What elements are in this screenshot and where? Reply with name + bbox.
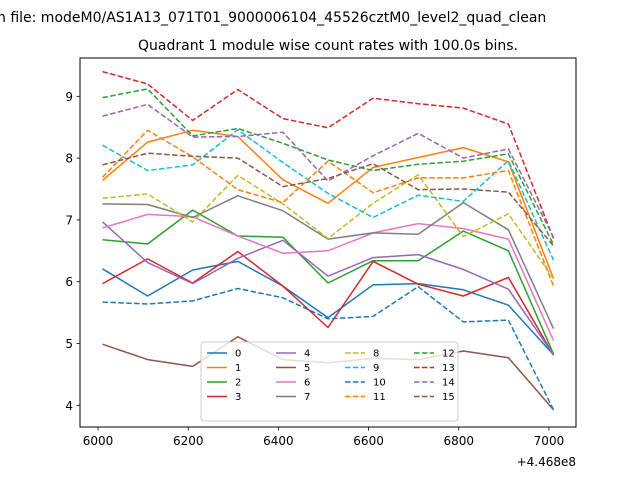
series-line-1 bbox=[102, 129, 555, 279]
x-tick-label: 6400 bbox=[263, 434, 294, 448]
series-line-11 bbox=[101, 129, 555, 287]
legend-label: 15 bbox=[442, 392, 455, 403]
series-line-6 bbox=[102, 213, 555, 341]
series-line-3 bbox=[102, 250, 555, 356]
series-line-10 bbox=[102, 285, 555, 411]
legend-label: 12 bbox=[442, 349, 455, 360]
plot-frame bbox=[79, 57, 577, 428]
x-axis-offset-label: +4.468e8 bbox=[517, 455, 576, 469]
legend-label: 13 bbox=[442, 363, 455, 374]
legend-label: 9 bbox=[373, 363, 379, 374]
legend-label: 6 bbox=[304, 378, 310, 389]
series-line-8 bbox=[102, 174, 555, 280]
legend-label: 3 bbox=[235, 392, 241, 403]
x-axis: 6000 6200 6400 6600 6800 7000 bbox=[83, 427, 564, 448]
legend-label: 7 bbox=[304, 392, 310, 403]
legend-label: 0 bbox=[235, 349, 241, 360]
y-tick-label: 7 bbox=[65, 213, 73, 227]
series-line-9 bbox=[102, 128, 555, 261]
legend-label: 8 bbox=[373, 349, 379, 360]
legend-box bbox=[200, 341, 459, 422]
series-line-0 bbox=[102, 260, 555, 356]
x-tick-label: 7000 bbox=[534, 434, 565, 448]
series-line-12 bbox=[102, 88, 555, 246]
figure-suptitle: n file: modeM0/AS1A13_071T01_9000006104_… bbox=[0, 10, 546, 26]
x-tick-label: 6800 bbox=[443, 434, 474, 448]
chart-title: Quadrant 1 module wise count rates with … bbox=[138, 38, 518, 54]
y-tick-label: 8 bbox=[65, 152, 73, 166]
legend-label: 10 bbox=[373, 378, 386, 389]
legend-label: 5 bbox=[304, 363, 310, 374]
y-tick-label: 9 bbox=[65, 90, 73, 104]
series-line-14 bbox=[102, 103, 555, 238]
legend-label: 14 bbox=[442, 378, 455, 389]
series-line-15 bbox=[102, 152, 555, 247]
y-axis: 4 5 6 7 8 9 bbox=[65, 90, 80, 413]
series-line-13 bbox=[102, 70, 555, 239]
x-tick-label: 6200 bbox=[173, 434, 204, 448]
legend-label: 1 bbox=[235, 363, 241, 374]
y-tick-label: 6 bbox=[65, 275, 73, 289]
y-tick-label: 5 bbox=[65, 337, 73, 351]
series-line-4 bbox=[101, 221, 555, 356]
series-line-2 bbox=[102, 209, 555, 355]
x-tick-label: 6000 bbox=[83, 434, 114, 448]
x-tick-label: 6600 bbox=[353, 434, 384, 448]
legend-label: 4 bbox=[304, 349, 310, 360]
y-tick-label: 4 bbox=[65, 399, 73, 413]
legend-label: 11 bbox=[373, 392, 386, 403]
legend-label: 2 bbox=[235, 378, 241, 389]
